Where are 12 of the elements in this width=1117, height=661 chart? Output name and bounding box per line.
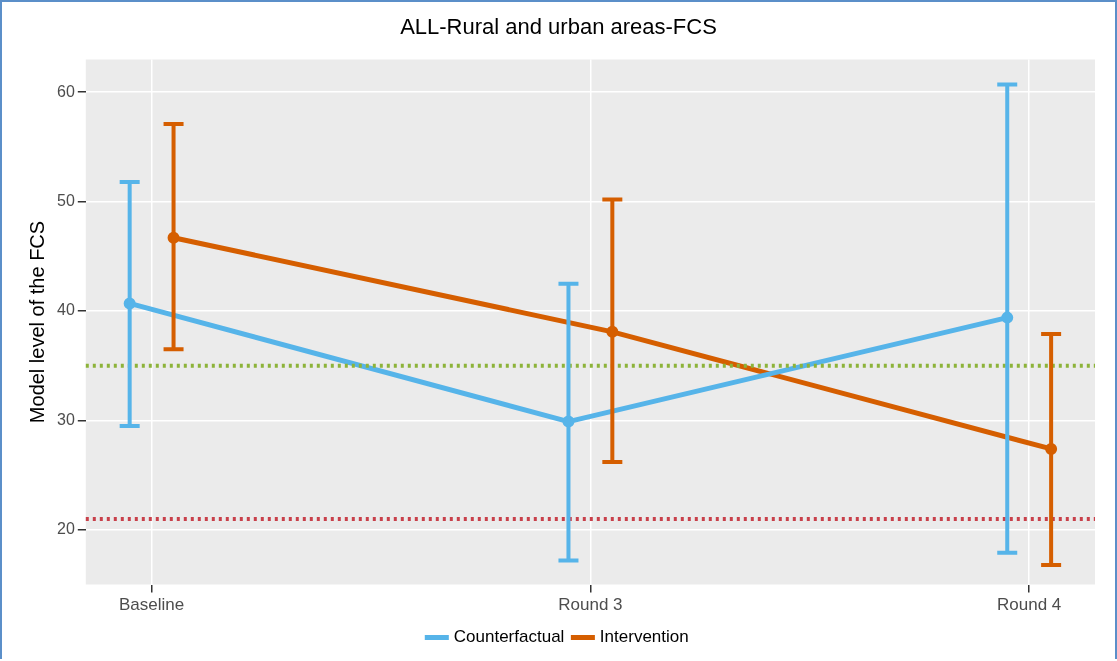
y-tick-label: 30 (57, 410, 75, 428)
chart-title: ALL-Rural and urban areas-FCS (400, 14, 717, 40)
legend-label: Counterfactual (453, 627, 565, 647)
x-tick-label: Round 3 (558, 595, 623, 615)
legend-label: Intervention (599, 627, 689, 647)
y-tick-label: 20 (57, 520, 75, 538)
y-tick-label: 40 (57, 301, 75, 319)
x-tick-label: Baseline (119, 595, 185, 615)
y-tick-label: 60 (57, 82, 75, 100)
y-axis-title: Model level of the FCS (25, 220, 48, 424)
y-tick-label: 50 (57, 192, 75, 210)
x-tick-label: Round 4 (997, 595, 1062, 615)
